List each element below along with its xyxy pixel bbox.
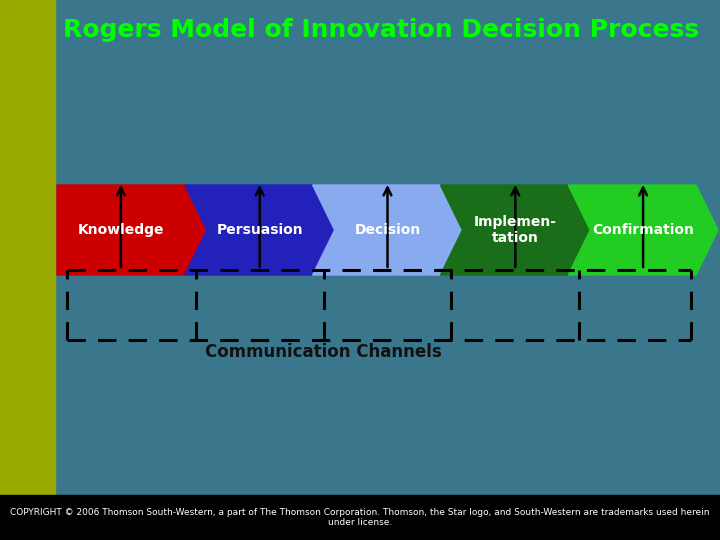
Bar bbox=[0, 495, 720, 540]
Text: Persuasion: Persuasion bbox=[217, 223, 303, 237]
Polygon shape bbox=[568, 185, 718, 275]
Text: Implemen-
tation: Implemen- tation bbox=[474, 215, 557, 245]
Text: Rogers Model of Innovation Decision Process: Rogers Model of Innovation Decision Proc… bbox=[63, 18, 699, 42]
Text: Knowledge: Knowledge bbox=[78, 223, 164, 237]
Text: Communication Channels: Communication Channels bbox=[205, 343, 442, 361]
Polygon shape bbox=[441, 185, 590, 275]
Text: COPYRIGHT © 2006 Thomson South-Western, a part of The Thomson Corporation. Thoms: COPYRIGHT © 2006 Thomson South-Western, … bbox=[10, 508, 710, 527]
Polygon shape bbox=[185, 185, 335, 275]
Bar bbox=[0, 0, 55, 540]
Text: Decision: Decision bbox=[354, 223, 420, 237]
Polygon shape bbox=[57, 185, 207, 275]
Text: Confirmation: Confirmation bbox=[592, 223, 694, 237]
Polygon shape bbox=[312, 185, 462, 275]
